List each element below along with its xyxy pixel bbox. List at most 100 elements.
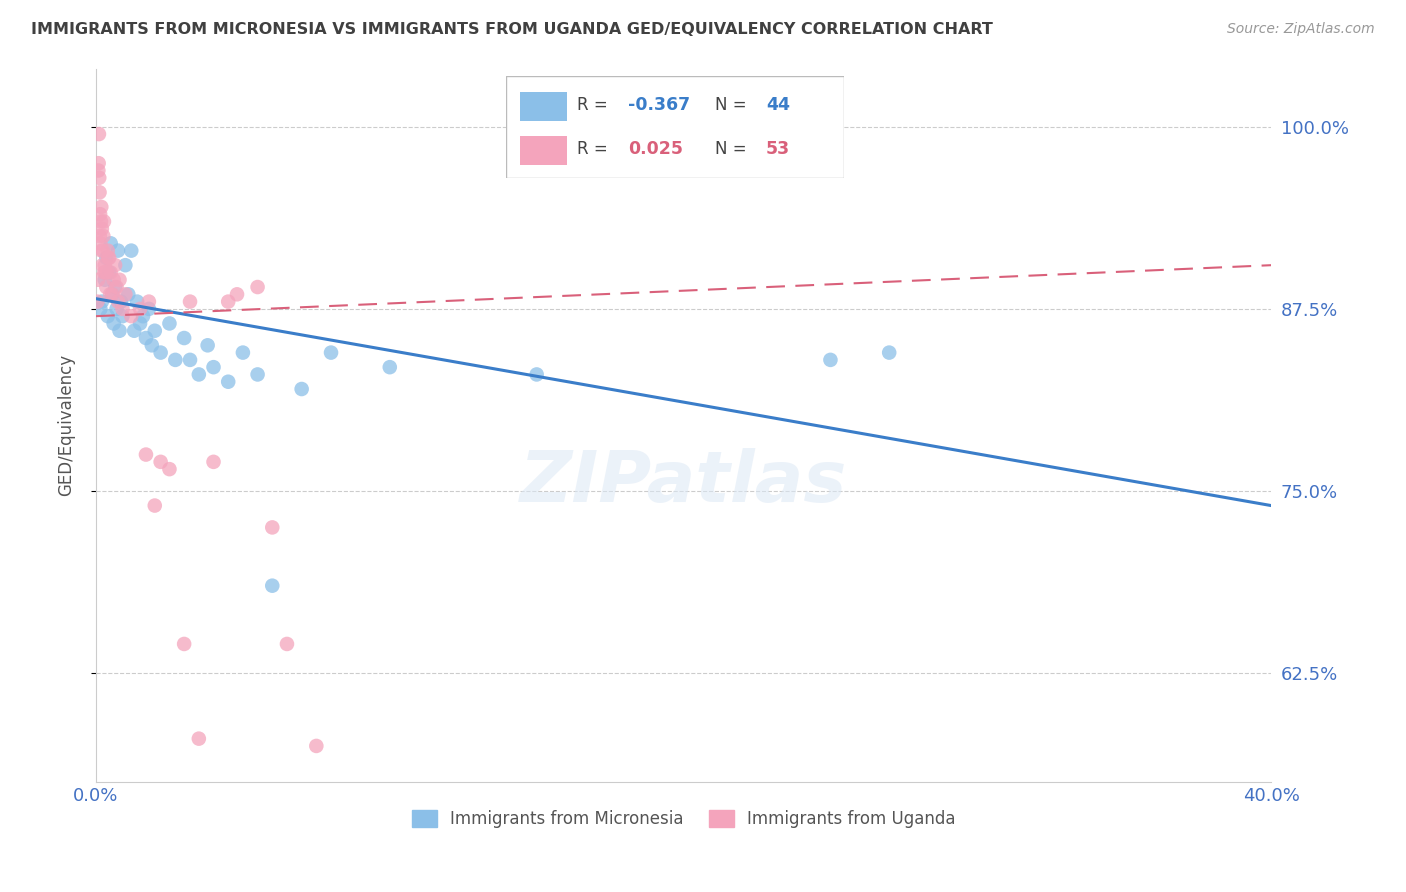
Point (138, 294, 160, 309)
Point (89, 236, 111, 251)
Point (105, 280, 128, 294)
Point (217, 375, 239, 389)
Bar (520, 136, 567, 165)
Point (179, 352, 201, 367)
Point (820, 352, 842, 367)
Point (103, 273, 125, 287)
Point (232, 345, 254, 359)
Point (89, 186, 111, 200)
Point (107, 294, 129, 309)
Point (217, 294, 239, 309)
Text: R =: R = (576, 95, 613, 113)
Point (114, 287, 136, 301)
Text: R =: R = (576, 140, 619, 158)
Point (90, 221, 112, 235)
Point (90, 214, 112, 228)
Point (173, 331, 195, 345)
Point (87, 273, 110, 287)
Text: IMMIGRANTS FROM MICRONESIA VS IMMIGRANTS FROM UGANDA GED/EQUIVALENCY CORRELATION: IMMIGRANTS FROM MICRONESIA VS IMMIGRANTS… (31, 22, 993, 37)
Point (262, 520, 284, 534)
Point (143, 499, 166, 513)
Point (103, 317, 125, 331)
Point (877, 345, 900, 359)
Point (87, 127, 110, 141)
Point (120, 309, 142, 323)
Point (246, 368, 269, 382)
Point (108, 324, 131, 338)
Point (202, 360, 225, 375)
Point (96, 251, 118, 265)
Point (149, 455, 172, 469)
Point (114, 258, 136, 272)
Point (526, 368, 548, 382)
Point (100, 265, 122, 279)
Point (93, 214, 115, 228)
Point (87, 163, 110, 178)
Point (94, 273, 117, 287)
Point (202, 455, 225, 469)
Point (122, 324, 145, 338)
Text: -0.367: -0.367 (627, 95, 690, 113)
Point (117, 287, 139, 301)
Point (96, 280, 118, 294)
Point (90, 244, 112, 258)
Point (120, 244, 142, 258)
Text: 53: 53 (766, 140, 790, 158)
Point (104, 258, 127, 272)
Text: N =: N = (716, 140, 752, 158)
Point (319, 345, 342, 359)
Point (91, 258, 114, 272)
Point (90, 294, 112, 309)
Point (97, 251, 120, 265)
Text: Source: ZipAtlas.com: Source: ZipAtlas.com (1227, 22, 1375, 37)
Text: ZIPatlas: ZIPatlas (520, 448, 848, 517)
Bar (520, 92, 567, 121)
Point (165, 352, 187, 367)
Point (378, 360, 401, 375)
Point (97, 244, 120, 258)
Point (89, 229, 111, 244)
Point (89, 207, 111, 221)
Point (87, 156, 110, 170)
Point (129, 317, 152, 331)
Point (143, 324, 166, 338)
Point (197, 338, 219, 352)
Point (129, 301, 152, 316)
Point (132, 309, 155, 323)
Point (226, 287, 249, 301)
Point (138, 301, 160, 316)
Point (276, 637, 298, 651)
Text: N =: N = (716, 95, 752, 113)
Point (104, 280, 127, 294)
Point (94, 265, 117, 279)
Point (141, 338, 163, 352)
Point (98, 287, 121, 301)
Point (90, 200, 112, 214)
Point (101, 287, 124, 301)
Point (159, 317, 181, 331)
Point (100, 236, 122, 251)
Point (179, 294, 201, 309)
Point (101, 287, 124, 301)
Point (187, 368, 209, 382)
Point (86, 294, 108, 309)
Point (107, 244, 129, 258)
Point (91, 244, 114, 258)
Point (135, 448, 157, 462)
Point (135, 331, 157, 345)
Point (97, 309, 120, 323)
Point (173, 637, 195, 651)
Point (110, 294, 132, 309)
Point (305, 739, 328, 753)
Point (93, 229, 115, 244)
Point (187, 731, 209, 746)
Point (108, 273, 131, 287)
Point (98, 251, 121, 265)
Point (262, 579, 284, 593)
Point (246, 280, 269, 294)
FancyBboxPatch shape (506, 76, 844, 178)
Point (94, 258, 117, 272)
Point (89, 170, 111, 185)
Text: 0.025: 0.025 (627, 140, 683, 158)
Point (93, 265, 115, 279)
